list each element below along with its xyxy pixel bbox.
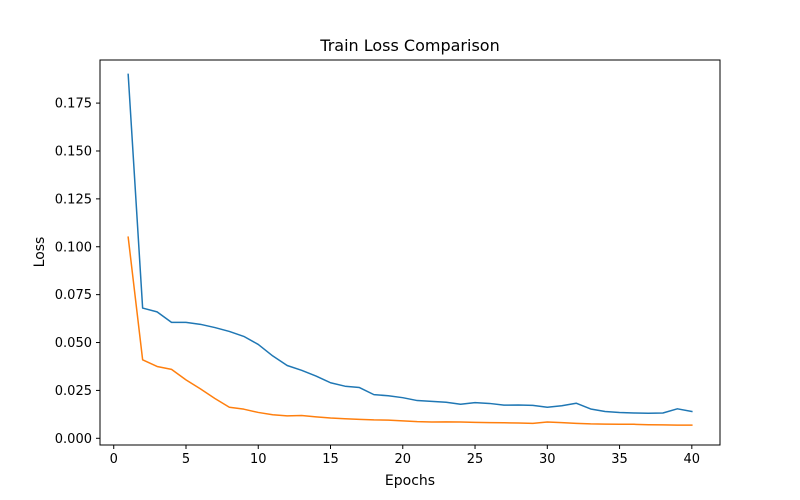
y-tick-label: 0.175 (55, 97, 92, 112)
series-line-1 (127, 73, 693, 414)
chart-title: Train Loss Comparison (319, 36, 499, 55)
x-tick-label: 0 (110, 452, 118, 467)
y-tick-label: 0.125 (55, 192, 92, 207)
plot-area-frame (99, 59, 721, 446)
x-axis: 0 5 10 15 20 25 30 35 40 (110, 445, 701, 467)
x-tick-label: 25 (467, 452, 484, 467)
y-tick-label: 0.050 (55, 336, 92, 351)
x-tick-label: 10 (250, 452, 267, 467)
y-tick-label: 0.000 (55, 432, 92, 447)
y-tick-label: 0.150 (55, 144, 92, 159)
x-tick-label: 40 (684, 452, 701, 467)
x-axis-label: Epochs (385, 473, 435, 489)
series-group (127, 73, 693, 426)
x-tick-label: 20 (395, 452, 412, 467)
series-line-2 (127, 236, 693, 426)
x-tick-label: 35 (611, 452, 628, 467)
x-tick-label: 5 (182, 452, 190, 467)
y-axis-label: Loss (32, 237, 48, 268)
y-tick-label: 0.025 (55, 384, 92, 399)
x-tick-label: 30 (539, 452, 556, 467)
y-tick-label: 0.100 (55, 240, 92, 255)
y-axis: 0.000 0.025 0.050 0.075 0.100 0.125 0.150 0.175 (55, 97, 100, 447)
y-tick-label: 0.075 (55, 288, 92, 303)
x-tick-label: 15 (322, 452, 339, 467)
